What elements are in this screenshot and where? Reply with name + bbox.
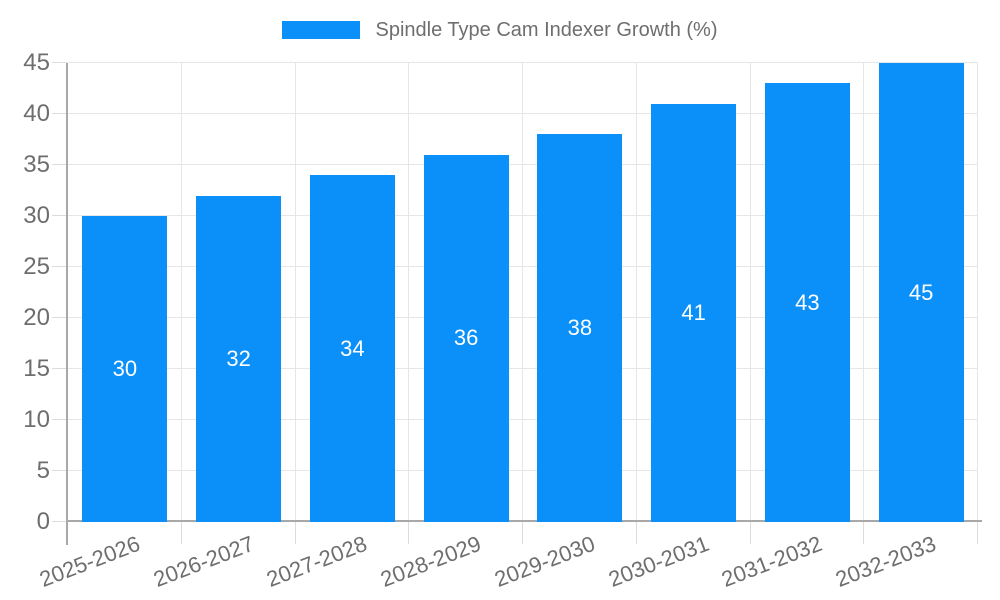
x-tick-mark: [522, 522, 523, 544]
gridline-vertical: [635, 63, 637, 522]
y-axis-line: [66, 63, 68, 545]
x-tick-mark: [408, 522, 410, 544]
y-tick-label: 45: [23, 49, 50, 76]
bar[interactable]: 41: [651, 103, 737, 522]
gridline-vertical: [749, 63, 751, 522]
gridline-vertical: [522, 63, 523, 522]
bar[interactable]: 32: [196, 195, 282, 522]
legend-item[interactable]: Spindle Type Cam Indexer Growth (%): [0, 15, 1000, 45]
y-tick-label: 25: [23, 253, 50, 280]
y-tick-mark: [52, 62, 67, 63]
bar-value-label: 32: [226, 345, 251, 371]
gridline-horizontal: [68, 164, 978, 165]
x-tick-mark: [294, 522, 296, 544]
bar[interactable]: 43: [764, 83, 850, 522]
y-tick-mark: [52, 266, 67, 267]
y-tick-label: 15: [23, 355, 50, 382]
bar-value-label: 34: [340, 335, 365, 361]
gridline-vertical: [294, 63, 296, 522]
bar[interactable]: 30: [82, 216, 168, 522]
bar-value-label: 41: [681, 299, 706, 325]
gridline-horizontal: [68, 470, 978, 471]
legend-label: Spindle Type Cam Indexer Growth (%): [375, 18, 718, 41]
y-tick-mark: [52, 419, 67, 420]
bar-value-label: 43: [795, 289, 820, 315]
y-tick-label: 5: [36, 457, 50, 484]
bar[interactable]: 34: [309, 175, 395, 522]
x-tick-mark: [749, 522, 751, 544]
gridline-horizontal: [68, 266, 978, 267]
gridline-vertical: [180, 63, 182, 522]
gridline-horizontal: [68, 62, 978, 63]
bar[interactable]: 45: [878, 63, 964, 522]
y-tick-mark: [52, 470, 67, 471]
gridline-vertical: [977, 63, 978, 522]
gridline-vertical: [863, 63, 865, 522]
gridline-horizontal: [68, 419, 978, 420]
x-tick-mark: [635, 522, 637, 544]
bar[interactable]: 38: [537, 134, 623, 522]
y-tick-mark: [52, 113, 67, 114]
gridline-horizontal: [68, 368, 978, 369]
bar-value-label: 36: [453, 325, 479, 351]
y-tick-mark: [52, 317, 67, 318]
gridline-vertical: [408, 63, 410, 522]
x-tick-mark: [977, 522, 978, 544]
y-tick-mark: [52, 164, 67, 165]
legend-swatch: [282, 21, 361, 39]
y-tick-mark: [52, 215, 67, 216]
y-tick-label: 10: [23, 406, 50, 433]
y-tick-label: 0: [36, 508, 50, 535]
gridline-horizontal: [68, 317, 978, 318]
bar-value-label: 45: [908, 279, 934, 305]
bar-value-label: 30: [112, 356, 138, 381]
x-tick-mark: [863, 522, 865, 544]
y-tick-label: 30: [23, 202, 50, 229]
y-tick-label: 20: [23, 304, 50, 331]
x-tick-mark: [180, 522, 182, 544]
gridline-horizontal: [68, 113, 978, 114]
y-tick-mark: [52, 368, 67, 369]
x-axis-line: [66, 520, 982, 522]
bar[interactable]: 36: [423, 154, 509, 522]
y-tick-mark: [52, 521, 67, 522]
gridline-horizontal: [68, 215, 978, 216]
y-tick-label: 40: [23, 100, 50, 127]
y-tick-label: 35: [23, 151, 50, 178]
bar-value-label: 38: [567, 315, 593, 341]
